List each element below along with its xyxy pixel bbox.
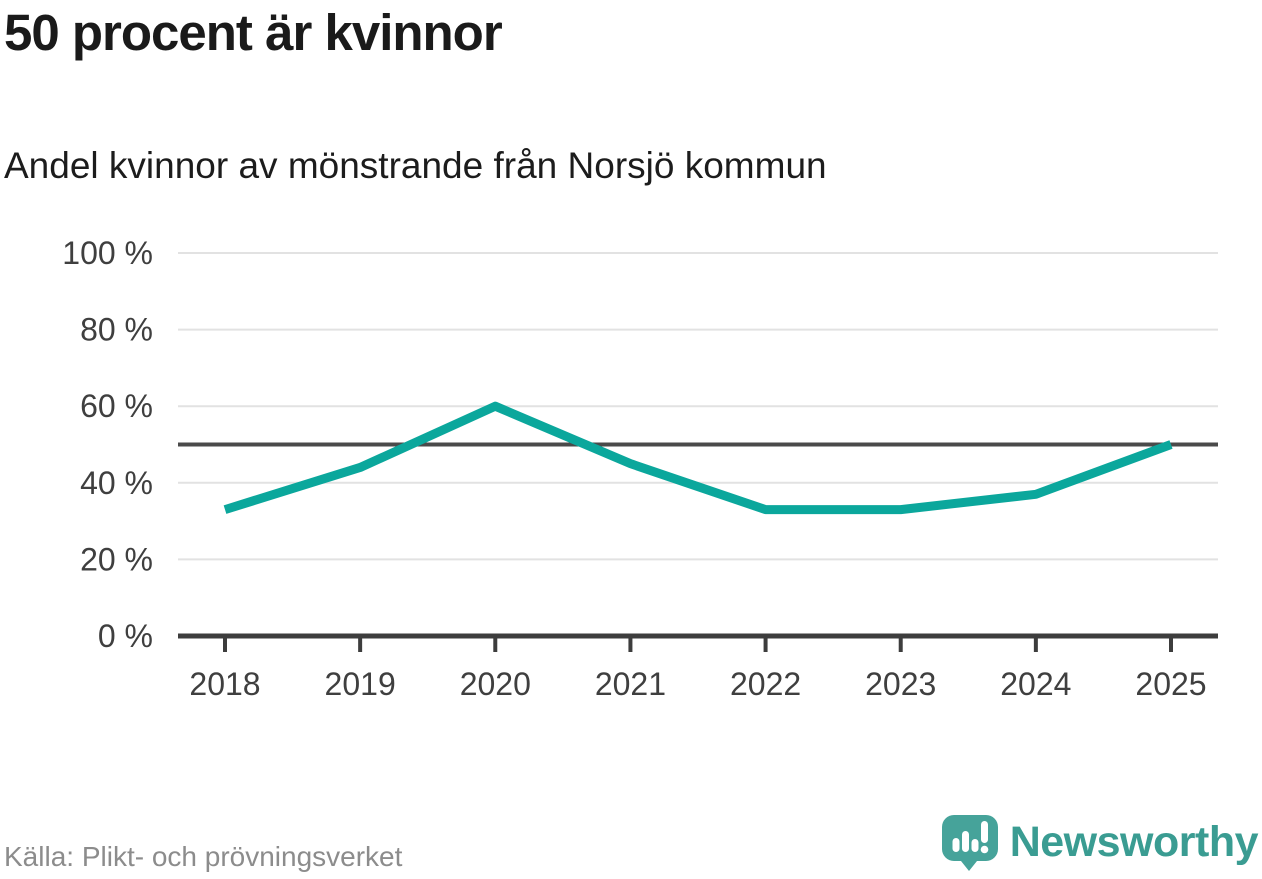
x-tick-label: 2025	[1135, 666, 1206, 702]
x-tick-label: 2022	[730, 666, 801, 702]
x-tick-label: 2021	[595, 666, 666, 702]
chart-title: 50 procent är kvinnor	[4, 4, 503, 61]
line-chart: 2018 2019 2020 2021 2022 2023 2024 2025 0 % 20 % 4…	[62, 235, 1218, 702]
y-tick-label: 0 %	[98, 618, 153, 654]
newsworthy-wordmark: Newsworthy	[1009, 817, 1259, 866]
y-tick-label: 20 %	[80, 541, 153, 577]
x-tick-label: 2019	[325, 666, 396, 702]
x-tick-label: 2023	[865, 666, 936, 702]
chart-subtitle: Andel kvinnor av mönstrande från Norsjö …	[4, 145, 827, 186]
newsworthy-logo: Newsworthy	[940, 813, 1259, 871]
y-tick-label: 60 %	[80, 388, 153, 424]
y-tick-label: 100 %	[62, 235, 153, 271]
y-tick-label: 40 %	[80, 465, 153, 501]
x-tick-label: 2020	[460, 666, 531, 702]
newsworthy-logo-icon	[941, 815, 998, 871]
data-line	[223, 401, 1173, 515]
source-note: Källa: Plikt- och prövningsverket	[4, 841, 403, 872]
x-tick-label: 2018	[189, 666, 260, 702]
x-tick-label: 2024	[1000, 666, 1071, 702]
y-tick-label: 80 %	[80, 312, 153, 348]
